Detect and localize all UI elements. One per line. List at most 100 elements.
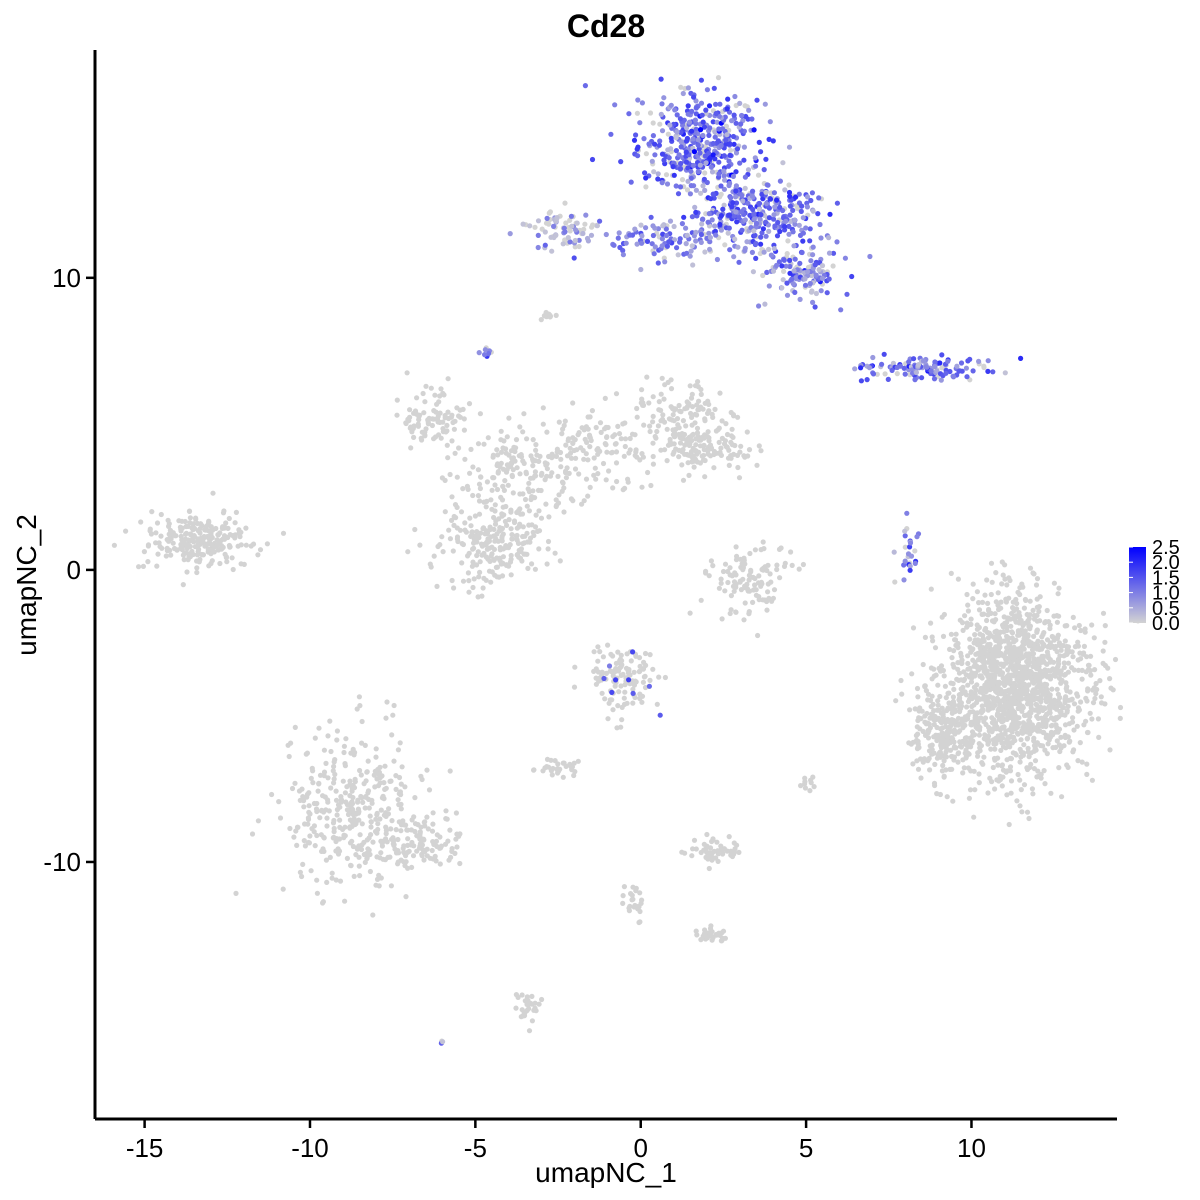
cell-point: [359, 718, 365, 725]
cell-point: [693, 98, 699, 104]
cell-point: [1064, 623, 1070, 629]
cell-point: [164, 545, 170, 551]
cell-point: [634, 405, 640, 412]
cell-point: [708, 850, 715, 856]
cell-point: [901, 562, 907, 568]
cell-point: [723, 421, 729, 427]
cell-point: [417, 832, 423, 838]
cell-point: [1058, 734, 1064, 740]
cell-point: [642, 170, 648, 176]
cell-point: [615, 649, 621, 655]
cell-point: [774, 262, 780, 268]
cell-point: [1009, 672, 1015, 678]
cell-point: [501, 487, 507, 493]
cell-point: [953, 642, 959, 649]
cell-point: [646, 400, 652, 406]
cell-point: [716, 585, 723, 591]
cell-point: [426, 787, 433, 793]
cell-point: [488, 579, 494, 585]
cell-point: [992, 786, 998, 792]
cell-point: [985, 612, 991, 618]
cell-point: [994, 777, 1000, 783]
cell-point: [202, 527, 208, 533]
cell-point: [980, 665, 986, 672]
cell-point: [1038, 715, 1045, 721]
cell-point: [925, 691, 932, 697]
cell-point: [598, 429, 604, 435]
cell-point: [676, 152, 682, 158]
cell-point: [688, 449, 695, 455]
cell-point: [960, 770, 966, 776]
cell-point: [506, 415, 512, 421]
cell-point: [451, 513, 457, 520]
cell-point: [437, 542, 443, 548]
cell-point: [826, 276, 832, 282]
cell-point: [1011, 738, 1017, 744]
cell-point: [721, 846, 728, 852]
cell-point: [1058, 647, 1064, 653]
cell-point: [334, 728, 340, 734]
cell-point: [1060, 705, 1066, 711]
cell-point: [514, 509, 520, 516]
cell-point: [421, 857, 427, 863]
cell-point: [390, 712, 396, 718]
cell-point: [959, 660, 965, 667]
cell-point: [362, 742, 368, 749]
cell-point: [982, 647, 988, 653]
cell-point: [446, 527, 452, 533]
cell-point: [718, 445, 724, 451]
cell-point: [457, 414, 463, 420]
cell-point: [932, 363, 938, 370]
cell-point: [782, 187, 788, 193]
cell-point: [901, 577, 907, 583]
cell-point: [1043, 661, 1050, 667]
cell-point: [465, 570, 471, 576]
cell-point: [680, 447, 686, 453]
cell-point: [689, 404, 696, 410]
cell-point: [784, 292, 791, 298]
cell-point: [1008, 790, 1014, 796]
cell-point: [572, 664, 578, 670]
cell-point: [710, 152, 716, 158]
cell-point: [600, 654, 607, 660]
cell-point: [694, 412, 700, 418]
cell-point: [751, 228, 757, 234]
cell-point: [885, 376, 891, 382]
cell-point: [706, 865, 712, 872]
cell-point: [495, 452, 501, 458]
cell-point: [989, 618, 996, 624]
cell-point: [206, 546, 212, 552]
cell-point: [527, 223, 533, 229]
cell-point: [1075, 758, 1081, 764]
cell-point: [658, 76, 664, 82]
cell-point: [486, 538, 492, 544]
cell-point: [524, 1001, 530, 1008]
cell-point: [968, 616, 974, 622]
cell-point: [500, 561, 506, 567]
cell-point: [748, 567, 754, 573]
cell-point: [452, 850, 458, 857]
cell-point: [333, 848, 339, 854]
cell-point: [305, 821, 311, 827]
cell-point: [720, 850, 726, 856]
cell-point: [655, 423, 662, 429]
cell-point: [637, 695, 643, 702]
cell-point: [721, 153, 727, 159]
cell-point: [881, 351, 887, 357]
cell-point: [950, 798, 956, 804]
cell-point: [498, 449, 505, 455]
cell-point: [221, 508, 227, 514]
cell-point: [970, 368, 976, 374]
cell-point: [601, 675, 607, 682]
cell-point: [1053, 722, 1059, 728]
cell-point: [1026, 651, 1032, 657]
cell-point: [526, 508, 533, 514]
cell-point: [1020, 705, 1026, 711]
cell-point: [497, 555, 503, 561]
cell-point: [229, 555, 235, 561]
cell-point: [797, 260, 803, 266]
cell-point: [659, 416, 666, 422]
cell-point: [765, 182, 771, 188]
cell-point: [931, 376, 938, 382]
cell-point: [439, 534, 445, 540]
